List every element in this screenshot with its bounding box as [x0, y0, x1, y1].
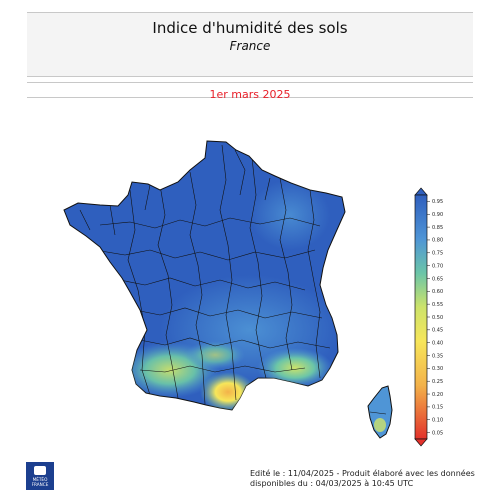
legend-tick-label: 0.40 — [432, 340, 443, 346]
footer-line-2: disponibles du : 04/03/2025 à 10:45 UTC — [250, 479, 414, 488]
legend-tick-label: 0.65 — [432, 276, 443, 282]
map-subtitle: France — [229, 39, 271, 53]
moisture-overlay — [120, 180, 340, 410]
department-borders — [79, 144, 331, 405]
legend-tick-label: 0.30 — [432, 366, 443, 372]
mainland-france — [63, 140, 346, 411]
legend-top-arrow — [414, 187, 428, 196]
footer-note: Edité le : 11/04/2025 - Produit élaboré … — [250, 469, 475, 489]
legend-tick-label: 0.55 — [432, 302, 443, 308]
legend-tick-label: 0.90 — [432, 212, 443, 218]
corsica-dry-spot — [374, 418, 386, 432]
map-title: Indice d'humidité des sols — [152, 19, 348, 37]
date-panel: 1er mars 2025 — [27, 82, 473, 101]
logo-text-1: MÉTÉO — [33, 477, 48, 482]
legend-tick-label: 0.45 — [432, 328, 443, 334]
footer-line-1: Edité le : 11/04/2025 - Produit élaboré … — [250, 469, 475, 478]
legend-colorbar — [414, 194, 428, 440]
legend-tick-label: 0.10 — [432, 418, 443, 424]
corsica — [367, 385, 393, 439]
title-panel: Indice d'humidité des sols France — [27, 12, 473, 77]
logo-text-2: FRANCE — [32, 482, 49, 487]
legend-tick-label: 0.60 — [432, 289, 443, 295]
legend-tick-label: 0.35 — [432, 353, 443, 359]
legend-tick-label: 0.70 — [432, 263, 443, 269]
legend-bottom-arrow — [414, 438, 428, 447]
date-label: 1er mars 2025 — [209, 88, 291, 101]
legend-tick-label: 0.25 — [432, 379, 443, 385]
legend-tick-label: 0.95 — [432, 199, 443, 205]
legend-tick-label: 0.05 — [432, 430, 443, 436]
legend-tick-label: 0.50 — [432, 315, 443, 321]
legend-tick-label: 0.20 — [432, 392, 443, 398]
colorbar-legend: 0.95 0.90 0.85 0.80 0.75 0.70 0.65 0.60 0.55 0.50… — [414, 187, 443, 447]
legend-tick-label: 0.15 — [432, 405, 443, 411]
meteo-france-logo: MÉTÉO FRANCE — [26, 462, 54, 490]
legend-tick-label: 0.75 — [432, 251, 443, 257]
legend-tick-label: 0.85 — [432, 225, 443, 231]
legend-tick-label: 0.80 — [432, 238, 443, 244]
